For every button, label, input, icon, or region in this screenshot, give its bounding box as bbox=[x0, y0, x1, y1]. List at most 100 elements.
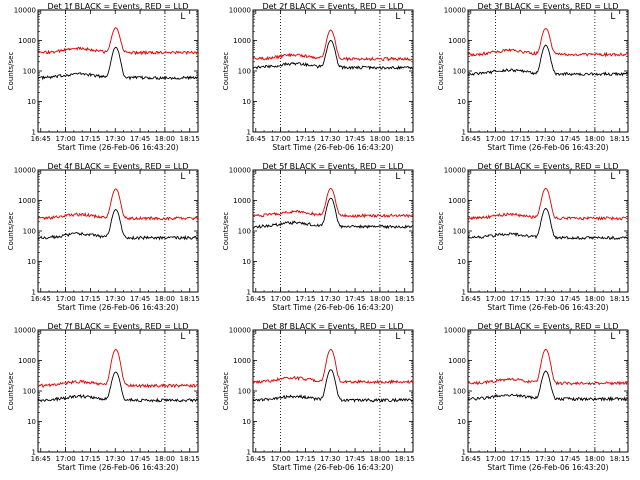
x-tick-label: 18:00 bbox=[155, 135, 175, 143]
y-tick-label: 1 bbox=[462, 449, 466, 457]
x-tick-label: 17:30 bbox=[105, 135, 125, 143]
lld-series-line bbox=[467, 28, 629, 58]
panel-title: Det 2f BLACK = Events, RED = LLD bbox=[262, 2, 403, 11]
x-axis-label: Start Time (26-Feb-06 16:43:20) bbox=[272, 463, 393, 472]
lld-series-line bbox=[252, 348, 414, 385]
y-axis-label: Counts/sec bbox=[437, 372, 445, 411]
x-tick-label: 16:45 bbox=[31, 455, 51, 463]
x-tick-label: 18:15 bbox=[395, 135, 415, 143]
y-tick-label: 100 bbox=[238, 68, 251, 76]
events-series-line bbox=[37, 371, 199, 403]
y-tick-label: 10000 bbox=[14, 327, 36, 335]
events-series-line bbox=[467, 44, 629, 77]
x-tick-label: 17:00 bbox=[270, 135, 290, 143]
x-tick-label: 18:15 bbox=[395, 455, 415, 463]
events-series-line bbox=[37, 208, 199, 241]
x-tick-label: 17:30 bbox=[320, 135, 340, 143]
x-tick-label: 18:15 bbox=[180, 455, 200, 463]
x-tick-label: 17:30 bbox=[105, 455, 125, 463]
y-tick-label: 100 bbox=[453, 68, 466, 76]
panel-title: Det 6f BLACK = Events, RED = LLD bbox=[477, 162, 618, 171]
x-tick-label: 17:45 bbox=[130, 295, 150, 303]
panel-title: Det 9f BLACK = Events, RED = LLD bbox=[477, 322, 618, 331]
x-tick-label: 18:15 bbox=[610, 455, 630, 463]
corner-mark: L bbox=[610, 332, 615, 342]
x-tick-label: 17:30 bbox=[535, 295, 555, 303]
corner-mark: L bbox=[610, 172, 615, 182]
x-tick-label: 17:00 bbox=[485, 295, 505, 303]
x-tick-label: 17:15 bbox=[80, 455, 100, 463]
lld-series-line bbox=[467, 348, 629, 386]
x-axis-label: Start Time (26-Feb-06 16:43:20) bbox=[272, 303, 393, 312]
x-tick-label: 17:45 bbox=[345, 135, 365, 143]
y-tick-label: 1 bbox=[247, 449, 251, 457]
y-tick-label: 1000 bbox=[448, 197, 466, 205]
corner-mark: L bbox=[180, 332, 185, 342]
x-tick-label: 17:30 bbox=[105, 295, 125, 303]
y-tick-label: 1000 bbox=[233, 37, 251, 45]
corner-mark: L bbox=[395, 332, 400, 342]
x-tick-label: 17:15 bbox=[510, 135, 530, 143]
x-axis-label: Start Time (26-Feb-06 16:43:20) bbox=[272, 143, 393, 152]
y-tick-label: 10 bbox=[242, 98, 251, 106]
y-tick-label: 1 bbox=[247, 129, 251, 137]
lld-series-line bbox=[252, 29, 414, 62]
corner-mark: L bbox=[180, 172, 185, 182]
y-tick-label: 100 bbox=[453, 388, 466, 396]
y-tick-label: 1000 bbox=[18, 357, 36, 365]
y-axis-label: Counts/sec bbox=[222, 212, 230, 251]
lld-series-line bbox=[37, 27, 199, 56]
x-tick-label: 17:45 bbox=[560, 455, 580, 463]
x-tick-label: 18:00 bbox=[585, 295, 605, 303]
x-axis-label: Start Time (26-Feb-06 16:43:20) bbox=[487, 143, 608, 152]
x-tick-label: 17:30 bbox=[320, 295, 340, 303]
y-tick-label: 100 bbox=[23, 388, 36, 396]
plot-frame bbox=[252, 9, 414, 133]
x-tick-label: 16:45 bbox=[31, 135, 51, 143]
lld-series-line bbox=[37, 348, 199, 389]
y-tick-label: 10 bbox=[242, 418, 251, 426]
y-tick-label: 10000 bbox=[229, 327, 251, 335]
x-tick-label: 16:45 bbox=[246, 295, 266, 303]
y-tick-label: 1000 bbox=[233, 357, 251, 365]
y-tick-label: 10000 bbox=[444, 327, 466, 335]
y-tick-label: 10000 bbox=[229, 167, 251, 175]
x-tick-label: 17:45 bbox=[130, 455, 150, 463]
y-tick-label: 1000 bbox=[233, 197, 251, 205]
y-tick-label: 1 bbox=[32, 449, 36, 457]
lld-series-line bbox=[37, 188, 199, 222]
panel-title: Det 7f BLACK = Events, RED = LLD bbox=[47, 322, 188, 331]
panel-title: Det 5f BLACK = Events, RED = LLD bbox=[262, 162, 403, 171]
x-tick-label: 17:15 bbox=[295, 455, 315, 463]
x-axis-label: Start Time (26-Feb-06 16:43:20) bbox=[57, 463, 178, 472]
x-tick-label: 16:45 bbox=[246, 455, 266, 463]
x-tick-label: 17:30 bbox=[320, 455, 340, 463]
x-tick-label: 17:45 bbox=[560, 135, 580, 143]
x-tick-label: 17:15 bbox=[295, 295, 315, 303]
x-tick-label: 17:30 bbox=[535, 455, 555, 463]
events-series-line bbox=[253, 197, 414, 230]
corner-mark: L bbox=[395, 12, 400, 22]
x-tick-label: 17:00 bbox=[55, 455, 75, 463]
y-tick-label: 1 bbox=[462, 289, 466, 297]
x-tick-label: 17:00 bbox=[55, 135, 75, 143]
y-tick-label: 10000 bbox=[14, 7, 36, 15]
y-tick-label: 10 bbox=[457, 418, 466, 426]
y-axis-label: Counts/sec bbox=[437, 212, 445, 251]
events-series-line bbox=[467, 370, 629, 402]
y-tick-label: 10000 bbox=[14, 167, 36, 175]
x-tick-label: 18:15 bbox=[395, 295, 415, 303]
plot-frame bbox=[37, 9, 199, 133]
x-tick-label: 16:45 bbox=[246, 135, 266, 143]
x-tick-label: 17:00 bbox=[270, 295, 290, 303]
x-tick-label: 17:00 bbox=[485, 455, 505, 463]
x-tick-label: 18:15 bbox=[180, 135, 200, 143]
y-tick-label: 1000 bbox=[18, 197, 36, 205]
